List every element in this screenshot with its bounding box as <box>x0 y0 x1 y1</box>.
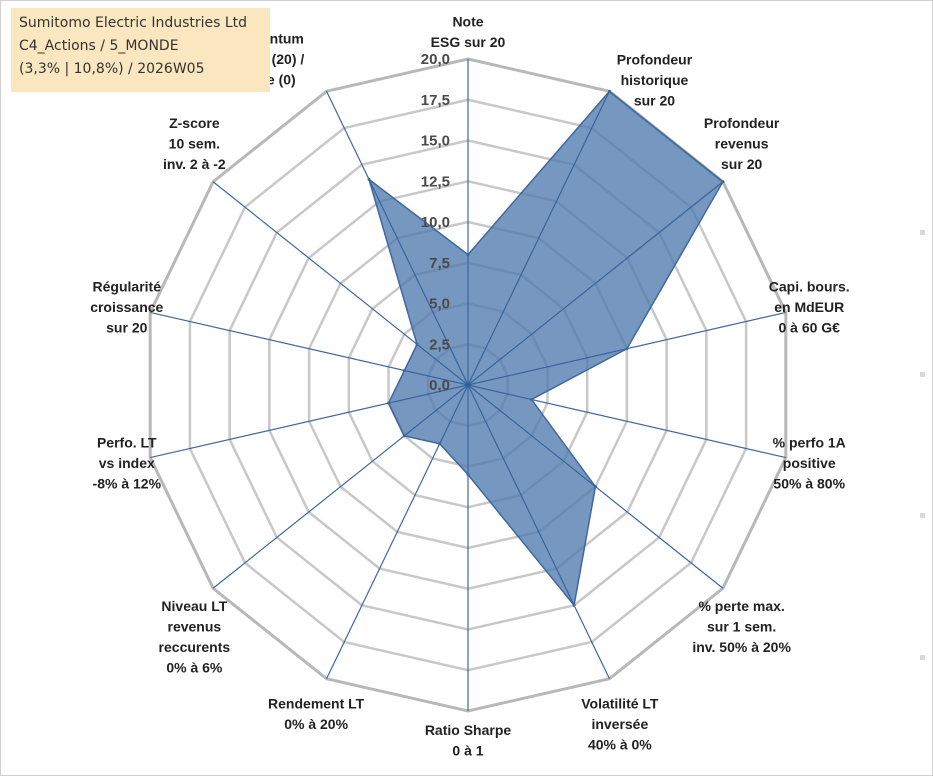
tick-label: 10,0 <box>421 214 450 231</box>
data-point <box>438 442 442 446</box>
data-point <box>625 347 629 351</box>
data-point <box>721 180 725 184</box>
tick-label: 15,0 <box>421 133 450 150</box>
axis-label: Z-score 10 sem. inv. 2 à -2 <box>163 115 226 172</box>
axis-label: Régularité croissance sur 20 <box>90 279 163 336</box>
axis-label: % perte max. sur 1 sem. inv. 50% à 20% <box>692 598 791 655</box>
portfolio-name: C4_Actions / 5_MONDE <box>19 38 179 54</box>
axis-spoke-inner <box>467 181 724 386</box>
axis-label: Perfo. LT vs index -8% à 12% <box>93 434 162 491</box>
data-point <box>466 253 470 257</box>
axis-label: Capi. bours. en MdEUR 0 à 60 G€ <box>769 279 850 336</box>
tick-label: 20,0 <box>421 51 450 68</box>
data-point <box>607 89 611 93</box>
axis-spoke-inner <box>467 384 532 400</box>
tick-label: 0,0 <box>429 377 450 394</box>
axis-label: Ratio Sharpe 0 à 1 <box>425 722 512 759</box>
scroll-marker <box>920 655 925 660</box>
axis-label: Rendement LT 0% à 20% <box>268 695 365 732</box>
tick-label: 17,5 <box>421 92 450 109</box>
axis-spoke-inner <box>388 384 469 404</box>
axis-spoke-inner <box>467 91 610 386</box>
axis-spoke-inner <box>416 343 469 386</box>
axis-spoke-inner <box>403 384 469 437</box>
data-point <box>593 485 597 489</box>
scroll-marker <box>920 230 925 235</box>
axis-spoke-inner <box>368 179 469 386</box>
axis-label: % perfo 1A positive 50% à 80% <box>773 434 846 491</box>
axis-spoke-inner <box>467 384 596 488</box>
axis-spoke-inner <box>467 384 575 606</box>
data-point <box>402 434 406 438</box>
tick-label: 2,5 <box>429 336 450 353</box>
scroll-marker <box>920 372 925 377</box>
data-point <box>402 368 406 372</box>
data-point <box>530 398 534 402</box>
data-point <box>415 342 419 346</box>
data-point <box>466 473 470 477</box>
portfolio-stats: (3,3% | 10,8%) / 2026W05 <box>19 61 205 77</box>
axis-label: Volatilité LT inversée 40% à 0% <box>581 695 659 752</box>
axis-label: Niveau LT revenus reccurents 0% à 6% <box>159 598 231 676</box>
scroll-marker <box>920 513 925 518</box>
data-point <box>387 401 391 405</box>
company-name: Sumitomo Electric Industries Ltd <box>19 15 248 31</box>
tick-label: 7,5 <box>429 255 450 272</box>
axis-label: Note ESG sur 20 <box>431 14 506 51</box>
axis-spoke-inner <box>404 370 469 386</box>
tick-label: 12,5 <box>421 173 450 190</box>
data-point <box>572 603 576 607</box>
info-box: Sumitomo Electric Industries Ltd C4_Acti… <box>11 8 270 92</box>
data-point <box>367 177 371 181</box>
tick-label: 5,0 <box>429 296 450 313</box>
axis-label: Profondeur historique sur 20 <box>617 51 693 108</box>
axis-label: Profondeur revenus sur 20 <box>704 115 780 172</box>
axis-spoke-inner <box>439 384 469 444</box>
axis-spoke-inner <box>467 348 628 386</box>
